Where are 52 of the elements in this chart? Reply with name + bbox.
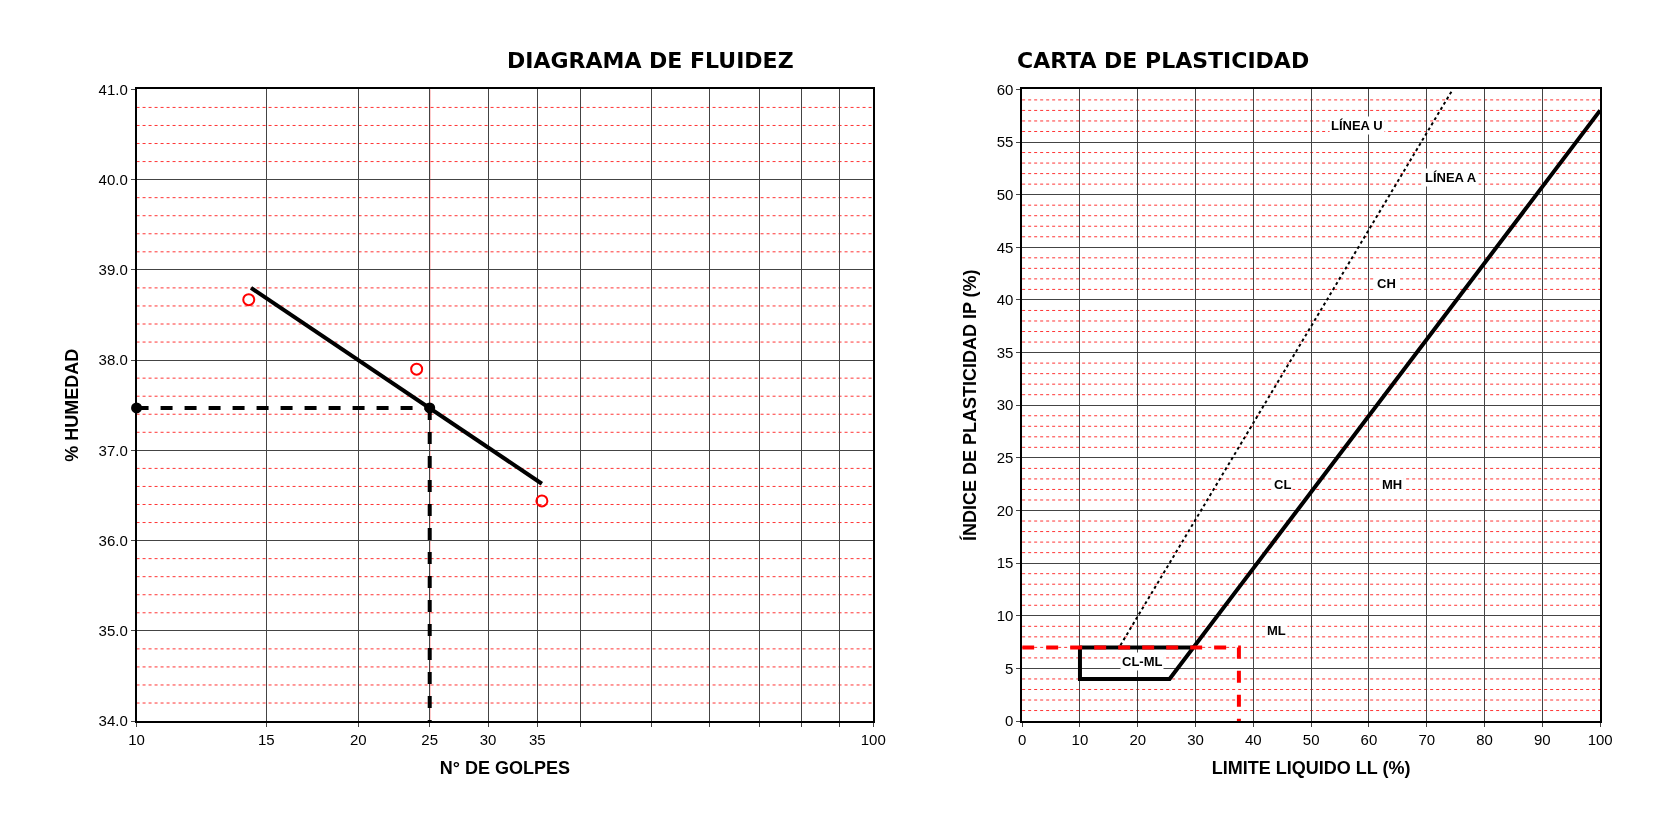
x-tick-label: 30 bbox=[479, 730, 497, 748]
annotation: MH bbox=[1382, 477, 1403, 492]
y-tick-label: 34.0 bbox=[98, 712, 128, 730]
y-axis-title: % HUMEDAD bbox=[62, 348, 83, 462]
x-tick-label: 30 bbox=[1187, 730, 1204, 748]
chart-title: DIAGRAMA DE FLUIDEZ bbox=[507, 48, 794, 73]
y-tick-label: 20 bbox=[996, 501, 1014, 519]
x-tick-label: 20 bbox=[1129, 730, 1147, 748]
y-tick-label: 60 bbox=[996, 80, 1014, 98]
x-tick-label: 25 bbox=[421, 730, 439, 748]
y-tick-label: 5 bbox=[1005, 659, 1014, 677]
y-tick-label: 40 bbox=[996, 291, 1014, 309]
y-tick-label: 45 bbox=[996, 238, 1014, 256]
x-tick-label: 70 bbox=[1418, 730, 1436, 748]
y-tick-label: 39.0 bbox=[98, 261, 128, 279]
y-tick-label: 15 bbox=[996, 554, 1014, 572]
x-tick-label: 40 bbox=[1245, 730, 1262, 748]
y-tick-label: 41.0 bbox=[98, 80, 128, 98]
x-tick-label: 10 bbox=[1071, 730, 1089, 748]
y-tick-label: 37.0 bbox=[98, 441, 128, 459]
y-tick-label: 55 bbox=[996, 133, 1014, 151]
x-tick-label: 0 bbox=[1017, 730, 1027, 748]
x-tick-label: 10 bbox=[128, 730, 145, 748]
annotation: LÍNEA U bbox=[1331, 118, 1383, 133]
y-tick-label: 35.0 bbox=[98, 622, 128, 640]
x-axis-title: N° DE GOLPES bbox=[439, 758, 570, 779]
chart-title: CARTA DE PLASTICIDAD bbox=[1017, 48, 1310, 73]
x-tick-label: 100 bbox=[1587, 730, 1613, 748]
annotation: ML bbox=[1267, 623, 1286, 638]
x-tick-label: 90 bbox=[1534, 730, 1551, 748]
x-tick-label: 80 bbox=[1476, 730, 1493, 748]
x-tick-label: 15 bbox=[257, 730, 275, 748]
y-tick-label: 10 bbox=[996, 607, 1014, 625]
y-axis-title: ÍNDICE DE PLASTICIDAD IP (%) bbox=[959, 269, 981, 542]
y-tick-label: 36.0 bbox=[98, 531, 128, 549]
y-tick-label: 30 bbox=[996, 396, 1014, 414]
annotation: CL-ML bbox=[1122, 654, 1163, 669]
annotation: LÍNEA A bbox=[1425, 170, 1477, 185]
x-axis-title: LIMITE LIQUIDO LL (%) bbox=[1211, 758, 1411, 779]
y-tick-label: 35 bbox=[996, 343, 1014, 361]
x-tick-label: 35 bbox=[529, 730, 546, 748]
x-tick-label: 100 bbox=[860, 730, 886, 748]
y-tick-label: 25 bbox=[996, 449, 1014, 467]
annotation: CL bbox=[1274, 477, 1292, 492]
x-tick-label: 50 bbox=[1302, 730, 1320, 748]
y-tick-label: 0 bbox=[1005, 712, 1014, 730]
y-tick-label: 40.0 bbox=[98, 170, 128, 188]
y-tick-label: 50 bbox=[996, 185, 1014, 203]
x-tick-label: 60 bbox=[1360, 730, 1378, 748]
y-tick-label: 38.0 bbox=[98, 351, 128, 369]
x-tick-label: 20 bbox=[349, 730, 367, 748]
annotation: CH bbox=[1377, 276, 1396, 291]
